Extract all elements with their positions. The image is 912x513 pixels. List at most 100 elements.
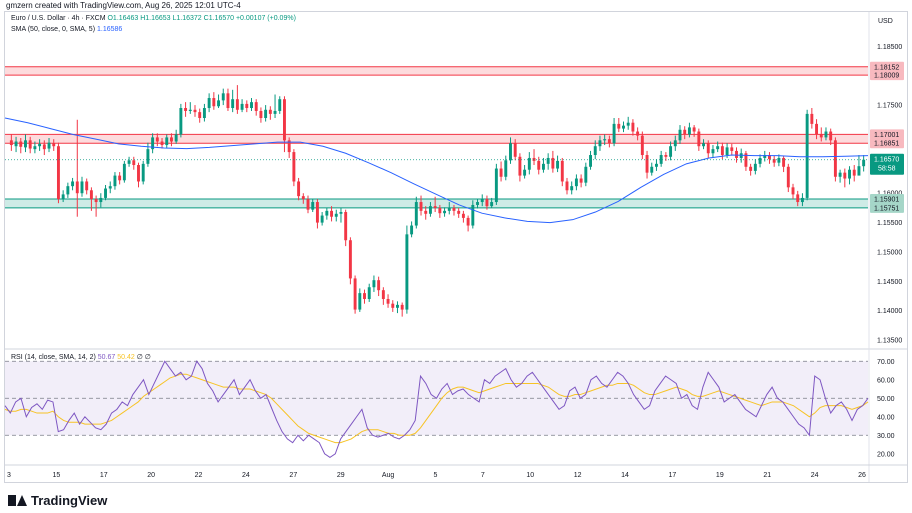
rsi-ma-line bbox=[4, 373, 869, 444]
sma-label: SMA (50, close, 0, SMA, 5) bbox=[11, 26, 96, 33]
sma-legend[interactable]: SMA (50, close, 0, SMA, 5) 1.16586 bbox=[11, 26, 122, 33]
candle-body bbox=[461, 213, 465, 218]
candle-body bbox=[513, 143, 517, 157]
candle-body bbox=[452, 207, 456, 211]
time-tick-label: 15 bbox=[52, 472, 60, 479]
candle-body bbox=[264, 109, 268, 119]
candle-body bbox=[819, 134, 823, 138]
candle-body bbox=[400, 304, 404, 310]
candle-body bbox=[353, 278, 357, 310]
candle-body bbox=[358, 293, 362, 310]
candle-body bbox=[692, 127, 696, 132]
candle-body bbox=[791, 187, 795, 195]
candle-body bbox=[702, 143, 706, 147]
candle-body bbox=[650, 166, 654, 173]
rsi-value: 50.67 bbox=[97, 354, 116, 361]
candle-body bbox=[146, 149, 150, 164]
rsi-tick-label: 50.00 bbox=[877, 396, 895, 403]
candle-body bbox=[848, 169, 851, 179]
candle-body bbox=[753, 163, 757, 171]
candle-body bbox=[678, 129, 682, 141]
zone-label-bg bbox=[870, 61, 904, 72]
candle-body bbox=[725, 147, 729, 156]
candle-body bbox=[386, 298, 390, 304]
candle-body bbox=[829, 131, 833, 141]
candle-body bbox=[301, 196, 305, 200]
open-value: O1.16463 bbox=[107, 15, 139, 22]
time-tick-label: 14 bbox=[621, 472, 629, 479]
candle-body bbox=[494, 168, 498, 203]
candle-body bbox=[169, 137, 173, 142]
candle-body bbox=[278, 99, 282, 111]
candle-body bbox=[782, 157, 786, 167]
candle-body bbox=[447, 207, 451, 211]
time-tick-label: 19 bbox=[716, 472, 724, 479]
zone-price-label: 1.18152 bbox=[874, 64, 899, 71]
candle-body bbox=[810, 113, 814, 124]
candle-body bbox=[560, 160, 564, 182]
candle-body bbox=[245, 103, 249, 109]
price-tick-label: 1.14000 bbox=[877, 308, 902, 315]
zone-label-bg bbox=[870, 129, 904, 140]
candle-body bbox=[28, 140, 32, 149]
candle-body bbox=[730, 147, 734, 151]
candle-body bbox=[80, 181, 84, 194]
candle-body bbox=[132, 160, 136, 166]
candle-body bbox=[179, 108, 183, 135]
candle-body bbox=[174, 134, 178, 142]
candle-body bbox=[622, 125, 625, 129]
price-tick-label: 1.17500 bbox=[877, 103, 902, 110]
candle-body bbox=[184, 108, 188, 111]
candle-body bbox=[381, 290, 385, 299]
price-legend[interactable]: Euro / U.S. Dollar · 4h · FXCM O1.16463 … bbox=[11, 15, 296, 22]
candle-body bbox=[344, 212, 348, 241]
candle-body bbox=[631, 122, 635, 132]
candle-body bbox=[697, 131, 701, 147]
candle-body bbox=[94, 199, 98, 203]
candle-body bbox=[800, 197, 804, 203]
time-tick-label: 29 bbox=[337, 472, 345, 479]
high-value: H1.16653 bbox=[140, 15, 171, 22]
candle-body bbox=[735, 150, 738, 158]
price-tick-label: 1.15000 bbox=[877, 249, 902, 256]
time-tick-label: Aug bbox=[382, 472, 395, 479]
time-tick-label: 12 bbox=[574, 472, 582, 479]
candle-body bbox=[673, 140, 677, 147]
candle-body bbox=[509, 143, 512, 161]
time-tick-label: 22 bbox=[195, 472, 203, 479]
candle-body bbox=[137, 165, 140, 182]
time-tick-label: 17 bbox=[669, 472, 677, 479]
time-tick-label: 17 bbox=[100, 472, 108, 479]
candle-body bbox=[419, 202, 423, 211]
candle-body bbox=[523, 169, 527, 176]
price-tick-label: 1.14500 bbox=[877, 279, 902, 286]
low-value: L1.16372 bbox=[172, 15, 202, 22]
candle-body bbox=[763, 155, 767, 158]
candle-body bbox=[108, 186, 112, 189]
candle-body bbox=[833, 140, 837, 177]
time-tick-label: 5 bbox=[434, 472, 438, 479]
candle-body bbox=[786, 166, 790, 188]
candle-body bbox=[160, 141, 164, 146]
time-tick-label: 24 bbox=[242, 472, 250, 479]
candle-body bbox=[457, 210, 461, 214]
candle-body bbox=[207, 98, 211, 109]
price-tick-label: 1.18500 bbox=[877, 44, 902, 51]
candle-body bbox=[480, 199, 484, 203]
rsi-legend[interactable]: RSI (14, close, SMA, 14, 2) 50.67 50.42 … bbox=[11, 353, 151, 361]
last-price-label-bg bbox=[870, 153, 904, 175]
price-tick-label: 1.13500 bbox=[877, 338, 902, 345]
candle-body bbox=[424, 210, 428, 214]
candle-body bbox=[758, 157, 762, 164]
candle-body bbox=[490, 202, 494, 207]
candle-body bbox=[711, 149, 715, 154]
candle-body bbox=[716, 146, 720, 150]
candle-body bbox=[292, 152, 296, 182]
candle-body bbox=[66, 186, 70, 195]
candle-body bbox=[9, 140, 13, 146]
candle-body bbox=[796, 194, 800, 203]
candle-body bbox=[52, 143, 56, 147]
rsi-tick-label: 20.00 bbox=[877, 451, 895, 458]
candle-body bbox=[254, 102, 258, 111]
